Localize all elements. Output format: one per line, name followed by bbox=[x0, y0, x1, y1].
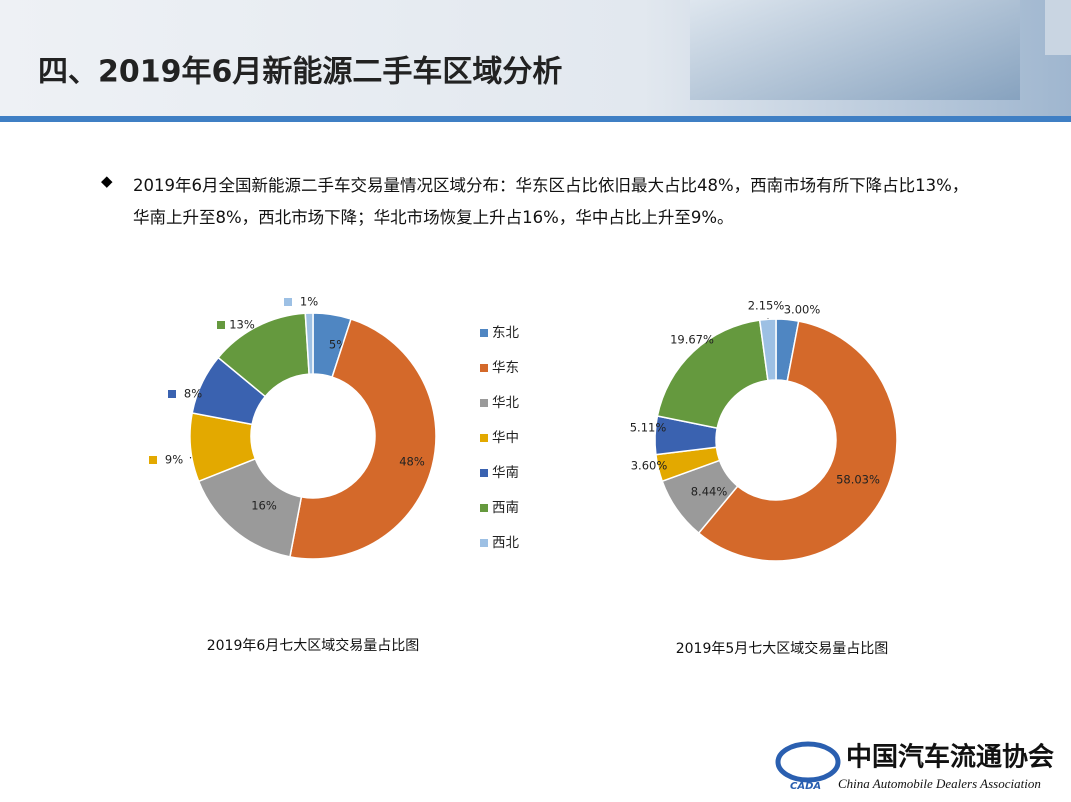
logo-english: China Automobile Dealers Association bbox=[838, 776, 1041, 791]
data-label: 2.15% bbox=[748, 299, 785, 313]
label-key bbox=[149, 456, 157, 464]
label-key bbox=[217, 321, 225, 329]
logo-abbr: CADA bbox=[790, 781, 821, 792]
data-label: 3.00% bbox=[784, 303, 821, 317]
data-label: 8% bbox=[184, 387, 202, 401]
data-label: 16% bbox=[251, 499, 277, 513]
donut-slice bbox=[304, 312, 314, 375]
chart-title: 2019年5月七大区域交易量占比图 bbox=[676, 640, 889, 657]
page-title: 四、2019年6月新能源二手车区域分析 bbox=[38, 55, 562, 90]
data-label: 19.67% bbox=[670, 333, 714, 347]
data-label: 5.11% bbox=[630, 421, 667, 435]
data-label: 3.60% bbox=[631, 459, 668, 473]
legend-label: 西北 bbox=[492, 535, 520, 551]
legend-label: 华中 bbox=[492, 430, 519, 446]
legend-label: 华北 bbox=[492, 395, 520, 411]
header-image bbox=[1045, 0, 1071, 55]
data-label: 58.03% bbox=[836, 473, 880, 487]
donut-slice bbox=[289, 318, 437, 560]
data-label: 13% bbox=[229, 318, 255, 332]
legend-key bbox=[480, 364, 488, 372]
legend-key bbox=[480, 329, 488, 337]
legend-label: 西南 bbox=[492, 500, 519, 516]
logo: CADA 中国汽车流通协会 China Automobile Dealers A… bbox=[775, 741, 1054, 792]
bullet-marker: ◆ bbox=[101, 172, 113, 190]
bullet-text: 2019年6月全国新能源二手车交易量情况区域分布：华东区占比依旧最大占比48%，… bbox=[133, 176, 969, 227]
legend-key bbox=[480, 469, 488, 477]
legend-label: 东北 bbox=[492, 325, 520, 341]
chart-title: 2019年6月七大区域交易量占比图 bbox=[207, 637, 420, 654]
header-rule bbox=[0, 116, 1071, 122]
legend-label: 华东 bbox=[492, 360, 519, 376]
legend-key bbox=[480, 504, 488, 512]
data-label: 8.44% bbox=[691, 485, 728, 499]
data-label: 48% bbox=[399, 455, 425, 469]
donut-slice bbox=[697, 320, 898, 562]
label-key bbox=[168, 390, 176, 398]
donut-slice bbox=[758, 318, 777, 382]
legend-label: 华南 bbox=[492, 465, 519, 481]
logo-name: 中国汽车流通协会 bbox=[846, 742, 1054, 773]
donut-slice bbox=[656, 319, 769, 429]
legend-key bbox=[480, 539, 488, 547]
legend-key bbox=[480, 399, 488, 407]
label-key bbox=[284, 298, 292, 306]
header-image bbox=[690, 0, 1020, 100]
data-label: 1% bbox=[300, 295, 318, 309]
legend-key bbox=[480, 434, 488, 442]
logo-mark bbox=[775, 741, 841, 783]
data-label: 9% bbox=[165, 453, 183, 467]
